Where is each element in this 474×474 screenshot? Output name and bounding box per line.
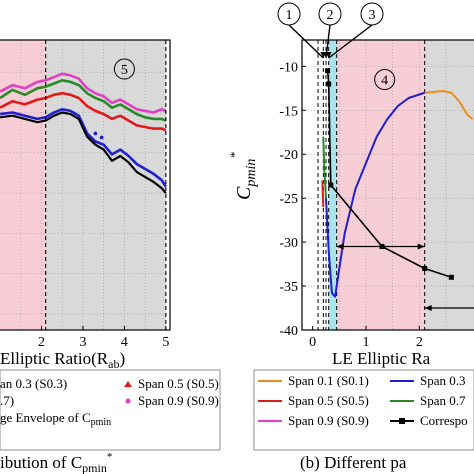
y-tick-label: -30 <box>279 236 298 251</box>
series-group <box>321 68 474 298</box>
legend-label: .7) <box>0 393 14 408</box>
y-tick-labels: -10 -15 -20 -25 -30 -35 -40 <box>279 60 306 339</box>
arrow-head <box>336 243 344 250</box>
series-line <box>0 108 167 188</box>
pink-region <box>0 40 46 330</box>
data-point <box>448 274 454 280</box>
legend-label: Span 0.9 (S0.9) <box>288 413 369 428</box>
series-line <box>0 79 167 122</box>
y-tick-label: -20 <box>279 148 298 163</box>
caption: ibution of Cpmin* <box>0 451 112 474</box>
gray-region <box>45 40 166 330</box>
series-line <box>424 90 474 120</box>
range-arrows <box>336 243 474 312</box>
x-tick-label: 3 <box>79 335 86 350</box>
arrow-head <box>417 243 425 250</box>
series-line <box>321 180 325 208</box>
legend-label: ge Envelope of Cpmin <box>0 410 111 428</box>
x-tick-label: 5 <box>162 335 169 350</box>
top-marker-label: 3 <box>369 8 376 23</box>
y-tick-label: -15 <box>279 104 298 119</box>
arrow-head <box>424 305 432 312</box>
legend-label: an 0.3 (S0.3) <box>0 376 67 391</box>
x-tick-labels: 0 1 2 <box>309 326 423 350</box>
x-tick-label: 1 <box>363 335 370 350</box>
legend-label: Span 0.9 (S0.9) <box>138 393 219 408</box>
dashed-lines <box>45 40 167 330</box>
caption: (b) Different pa <box>300 453 407 472</box>
legend-label: Span 0.1 (S0.1) <box>288 373 369 388</box>
data-point <box>99 135 104 140</box>
region-5-marker: 5 <box>113 58 135 80</box>
x-tick-label: 0 <box>309 335 316 350</box>
right-panel: -10 -15 -20 -25 -30 -35 -40 0 1 2 Cpmin* LE Elli… <box>227 2 474 472</box>
series-line <box>0 111 167 194</box>
legend-label: Span 0.3 <box>420 373 466 388</box>
plot-frame <box>0 39 171 331</box>
y-axis-label: Cpmin* <box>227 152 259 200</box>
legend-label: Correspo <box>420 413 468 428</box>
top-markers: 1 2 3 <box>277 2 384 59</box>
data-point <box>325 68 331 74</box>
x-axis-label: Elliptic Ratio(Rab) <box>0 349 125 371</box>
data-point <box>328 182 334 188</box>
data-point <box>93 131 98 136</box>
pointer-line <box>328 24 373 59</box>
region-4-marker: 4 <box>374 69 396 91</box>
pointer-head <box>325 52 332 58</box>
legend-box <box>253 369 474 451</box>
legend: Span 0.1 (S0.1) Span 0.3 Span 0.5 (S0.5) Sp… <box>258 373 468 428</box>
gray-region <box>424 40 474 330</box>
y-tick-label: -35 <box>279 280 298 295</box>
svg-text:5: 5 <box>121 63 128 78</box>
legend-marker <box>124 381 132 387</box>
x-axis-label: LE Elliptic Ra <box>332 349 431 368</box>
svg-text:4: 4 <box>381 74 388 89</box>
legend-box <box>0 369 221 451</box>
y-tick-label: -25 <box>279 192 298 207</box>
top-marker-label: 1 <box>286 8 293 23</box>
x-tick-label: 2 <box>38 335 45 350</box>
legend-marker <box>125 398 131 404</box>
legend-marker <box>399 418 405 424</box>
pointer-line <box>288 24 324 59</box>
x-tick-label: 4 <box>121 335 128 350</box>
series-line <box>0 91 167 132</box>
x-tick-label: 2 <box>416 335 423 350</box>
x-tick-labels: 2 3 4 5 <box>38 326 169 350</box>
y-tick-label: -10 <box>279 60 298 75</box>
legend-label: Span 0.5 (S0.5) <box>138 376 219 391</box>
left-panel: 2 3 4 5 5 Elliptic Ratio(Rab) an 0.3 (S0.3)… <box>0 39 221 474</box>
y-tick-label: -40 <box>279 324 298 339</box>
data-point <box>326 81 332 87</box>
series-line <box>0 72 167 114</box>
legend: an 0.3 (S0.3) Span 0.5 (S0.5) .7) Span 0.9 … <box>0 376 219 428</box>
series-line <box>325 91 426 298</box>
legend-label: Span 0.7 <box>420 393 466 408</box>
legend-label: Span 0.5 (S0.5) <box>288 393 369 408</box>
data-point <box>422 265 428 271</box>
series-group <box>0 72 167 194</box>
top-marker-label: 2 <box>327 8 334 23</box>
series-line <box>322 136 327 199</box>
plot-frame <box>301 39 474 331</box>
grid <box>302 40 474 331</box>
